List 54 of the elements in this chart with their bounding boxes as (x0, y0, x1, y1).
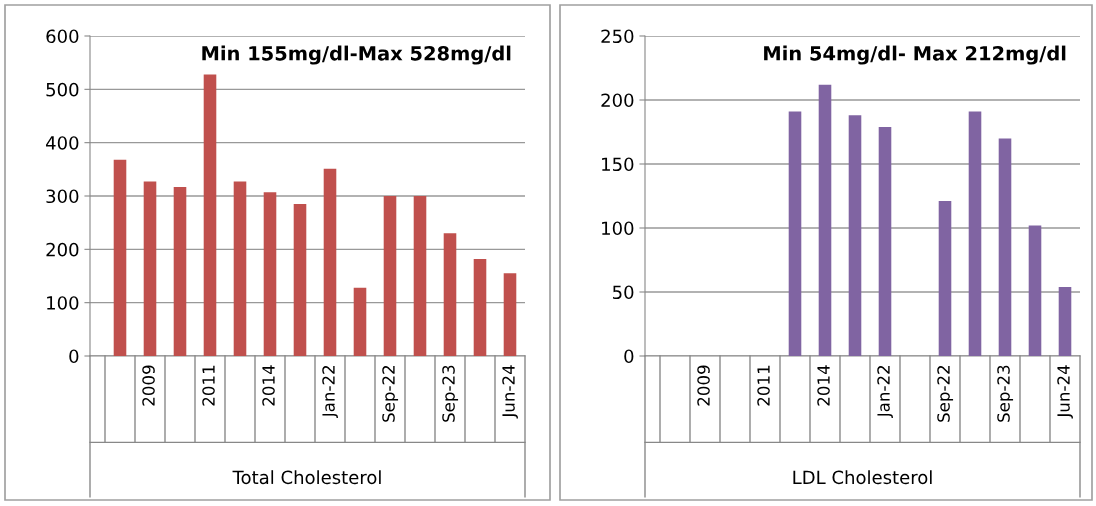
bar (383, 196, 397, 356)
y-tick-label: 100 (602, 221, 634, 236)
y-tick-label: 200 (601, 93, 634, 108)
bar (1058, 286, 1072, 356)
x-axis-title: LDL Cholesterol (793, 470, 932, 485)
bar (203, 74, 217, 356)
x-tick-label: 2009 (142, 365, 155, 406)
x-tick-label: Jun-24 (502, 365, 518, 419)
bar (413, 196, 427, 356)
y-tick-label: 600 (46, 29, 79, 44)
y-tick-label: 100 (47, 296, 79, 310)
x-axis-title: Total Cholesterol (232, 470, 381, 485)
bar (293, 204, 307, 356)
bar (968, 111, 982, 356)
bar (1028, 225, 1042, 356)
chart-title: Min 155mg/dl-Max 528mg/dl (202, 45, 511, 65)
bar (878, 126, 892, 356)
y-tick-label: 300 (46, 189, 79, 204)
y-tick-label: 500 (46, 82, 79, 97)
bar (848, 115, 862, 356)
y-tick-label: 0 (624, 349, 634, 364)
x-tick-label: Sep-22 (382, 366, 399, 422)
x-tick-label: 2014 (817, 365, 830, 406)
bar (323, 168, 337, 356)
y-tick-label: 0 (69, 349, 79, 364)
bar (233, 181, 247, 356)
y-tick-label: 200 (46, 242, 79, 257)
bar (788, 111, 802, 356)
x-tick-label: 2014 (262, 365, 275, 406)
bar (503, 273, 517, 356)
bar (173, 186, 187, 356)
y-tick-label: 150 (602, 157, 634, 172)
x-tick-label: 2011 (757, 365, 770, 406)
bar (443, 233, 457, 356)
chart-title: Min 54mg/dl- Max 212mg/dl (764, 45, 1066, 65)
y-tick-label: 250 (601, 29, 634, 44)
x-tick-label: Sep-23 (997, 365, 1014, 422)
bar (113, 159, 127, 356)
x-tick-label: 2009 (697, 365, 710, 406)
bar (998, 138, 1012, 356)
x-tick-label: Sep-23 (442, 365, 459, 422)
y-tick-label: 50 (613, 285, 634, 300)
x-tick-label: Jan-22 (322, 366, 338, 419)
bar (818, 84, 832, 356)
bar (263, 192, 277, 356)
x-tick-label: Jun-24 (1057, 365, 1073, 419)
x-tick-label: Jan-22 (877, 366, 893, 419)
bar (143, 181, 157, 356)
x-tick-label: 2011 (202, 365, 215, 406)
bar (938, 201, 952, 356)
y-tick-label: 400 (46, 136, 79, 150)
bar (353, 287, 367, 356)
x-tick-label: Sep-22 (937, 366, 954, 422)
bar (473, 258, 487, 356)
